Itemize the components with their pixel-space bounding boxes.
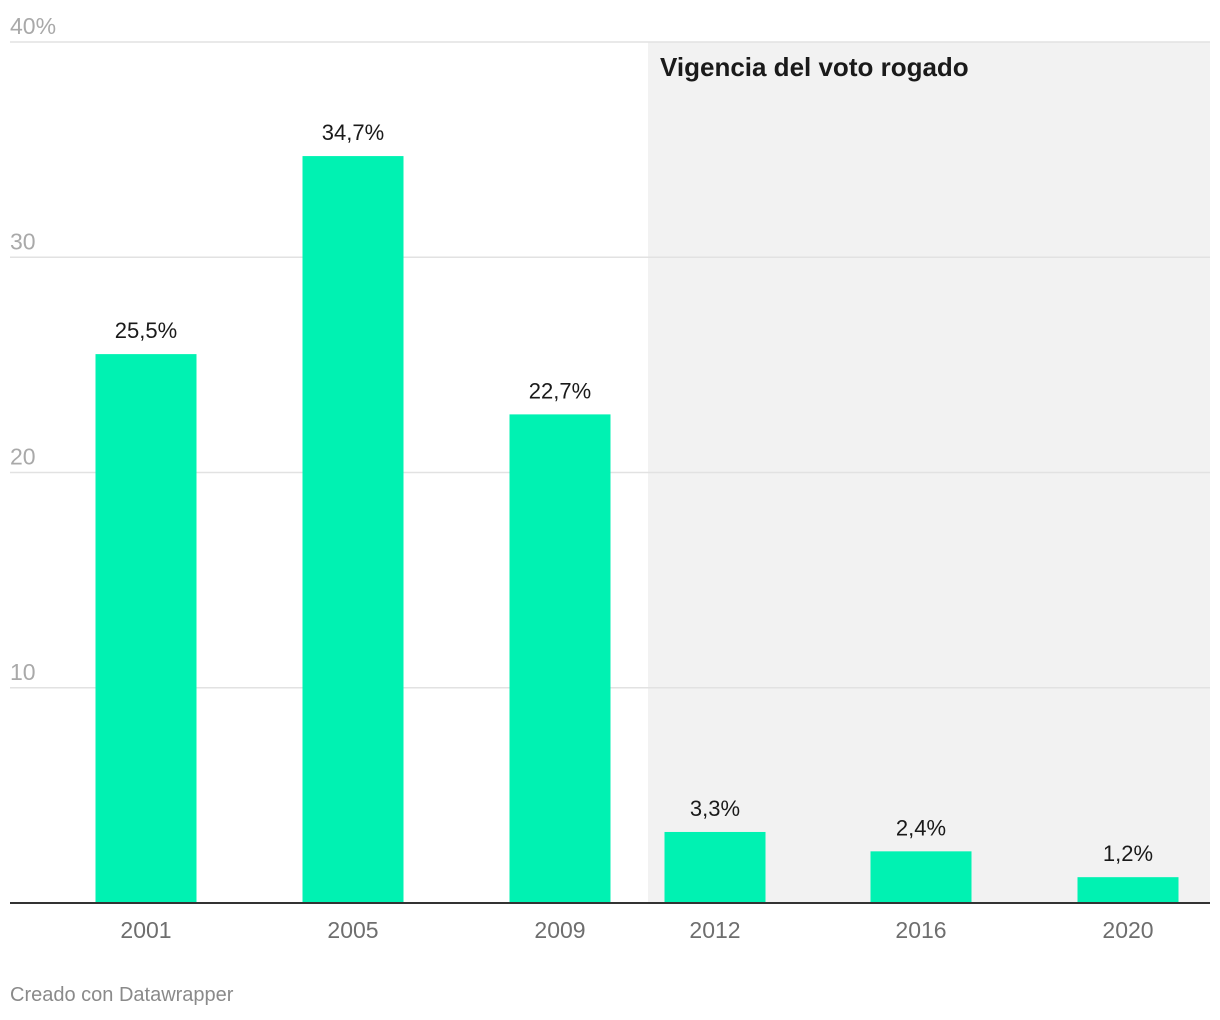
bar-2001: [95, 354, 197, 903]
bar-2016: [870, 851, 972, 903]
bar-2020: [1077, 877, 1179, 903]
bar-2005: [302, 156, 404, 903]
x-tick-label-2009: 2009: [534, 917, 585, 943]
bar-2012: [664, 831, 766, 903]
y-axis-tick-labels: 10 20 30 40%: [10, 13, 56, 685]
y-tick-label-40: 40%: [10, 13, 56, 39]
footer-credit: Creado con Datawrapper: [10, 984, 234, 1006]
value-label-2001: 25,5%: [115, 318, 177, 343]
bars: [95, 156, 1179, 903]
bar-value-labels: 25,5% 34,7% 22,7% 3,3% 2,4% 1,2%: [115, 120, 1153, 866]
highlight-region-label: Vigencia del voto rogado: [660, 52, 969, 82]
x-tick-label-2001: 2001: [120, 917, 171, 943]
y-tick-label-10: 10: [10, 659, 36, 685]
value-label-2009: 22,7%: [529, 378, 591, 403]
value-label-2005: 34,7%: [322, 120, 384, 145]
bar-chart: 10 20 30 40% Vigencia del voto rogado 25,5%…: [10, 13, 1210, 943]
value-label-2012: 3,3%: [690, 796, 740, 821]
x-tick-label-2016: 2016: [895, 917, 946, 943]
x-tick-label-2012: 2012: [689, 917, 740, 943]
value-label-2020: 1,2%: [1103, 841, 1153, 866]
x-axis-tick-labels: 2001 2005 2009 2012 2016 2020: [120, 917, 1153, 943]
bar-2009: [509, 414, 611, 903]
x-tick-label-2020: 2020: [1102, 917, 1153, 943]
x-tick-label-2005: 2005: [327, 917, 378, 943]
y-tick-label-30: 30: [10, 228, 36, 254]
y-tick-label-20: 20: [10, 444, 36, 470]
value-label-2016: 2,4%: [896, 815, 946, 840]
